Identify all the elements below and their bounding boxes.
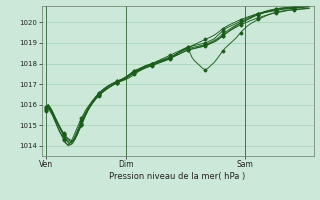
X-axis label: Pression niveau de la mer( hPa ): Pression niveau de la mer( hPa ): [109, 172, 246, 181]
